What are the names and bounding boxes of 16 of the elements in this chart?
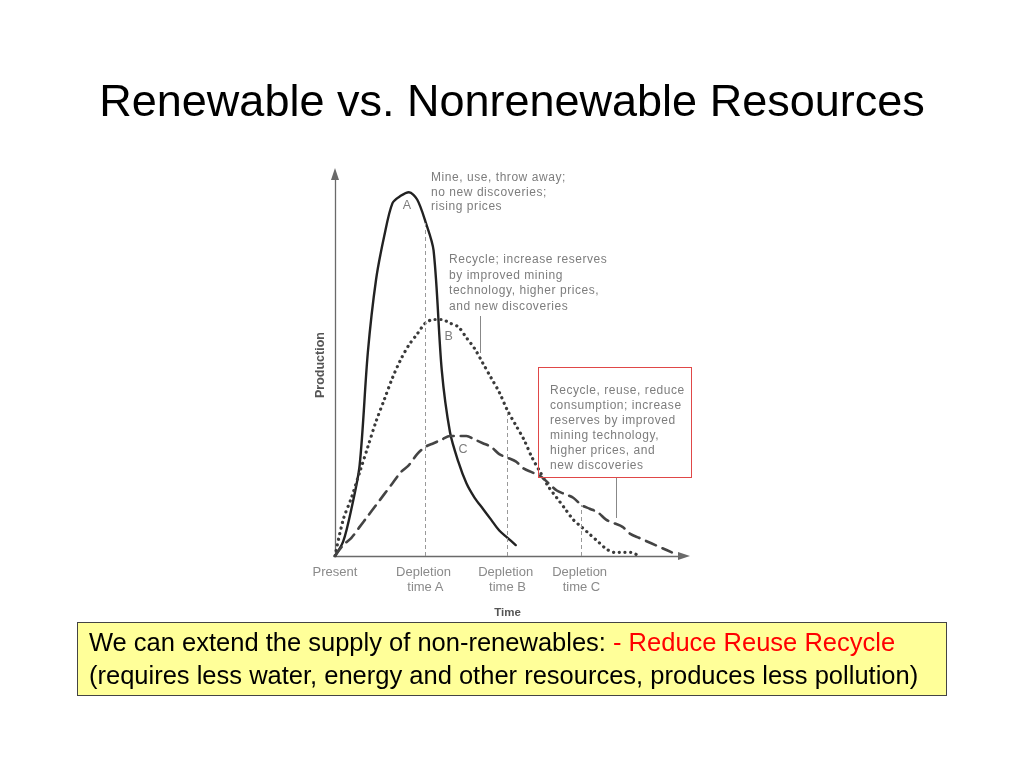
annotation: Recycle; increase reserves by improved mining technology, higher prices, and new discoveries	[449, 252, 608, 314]
x-tick-label: Present	[312, 564, 358, 579]
series-label: A	[402, 198, 412, 213]
x-tick-label: Depletion time A	[396, 564, 455, 594]
annotation: Mine, use, throw away; no new discoveries; rising prices	[431, 170, 566, 214]
series-label: C	[458, 441, 468, 456]
x-axis-title: Time	[494, 606, 521, 618]
x-tick-label: Depletion time B	[478, 564, 537, 594]
chart-title: Renewable vs. Nonrenewable Resources	[99, 75, 925, 126]
annotation: Recycle, reuse, reduce consumption; increase reserves by improved mining technology, higher prices, and new discoveries	[550, 383, 685, 473]
y-axis-title: Production	[312, 332, 327, 398]
text: - Reduce Reuse Recycle	[613, 628, 896, 656]
text: We can extend the supply of non-renewables:	[89, 628, 606, 656]
x-tick-label: Depletion time C	[552, 564, 611, 594]
text: (requires less water, energy and other resources, produces less pollution)	[89, 661, 919, 689]
series-label: B	[444, 328, 453, 343]
